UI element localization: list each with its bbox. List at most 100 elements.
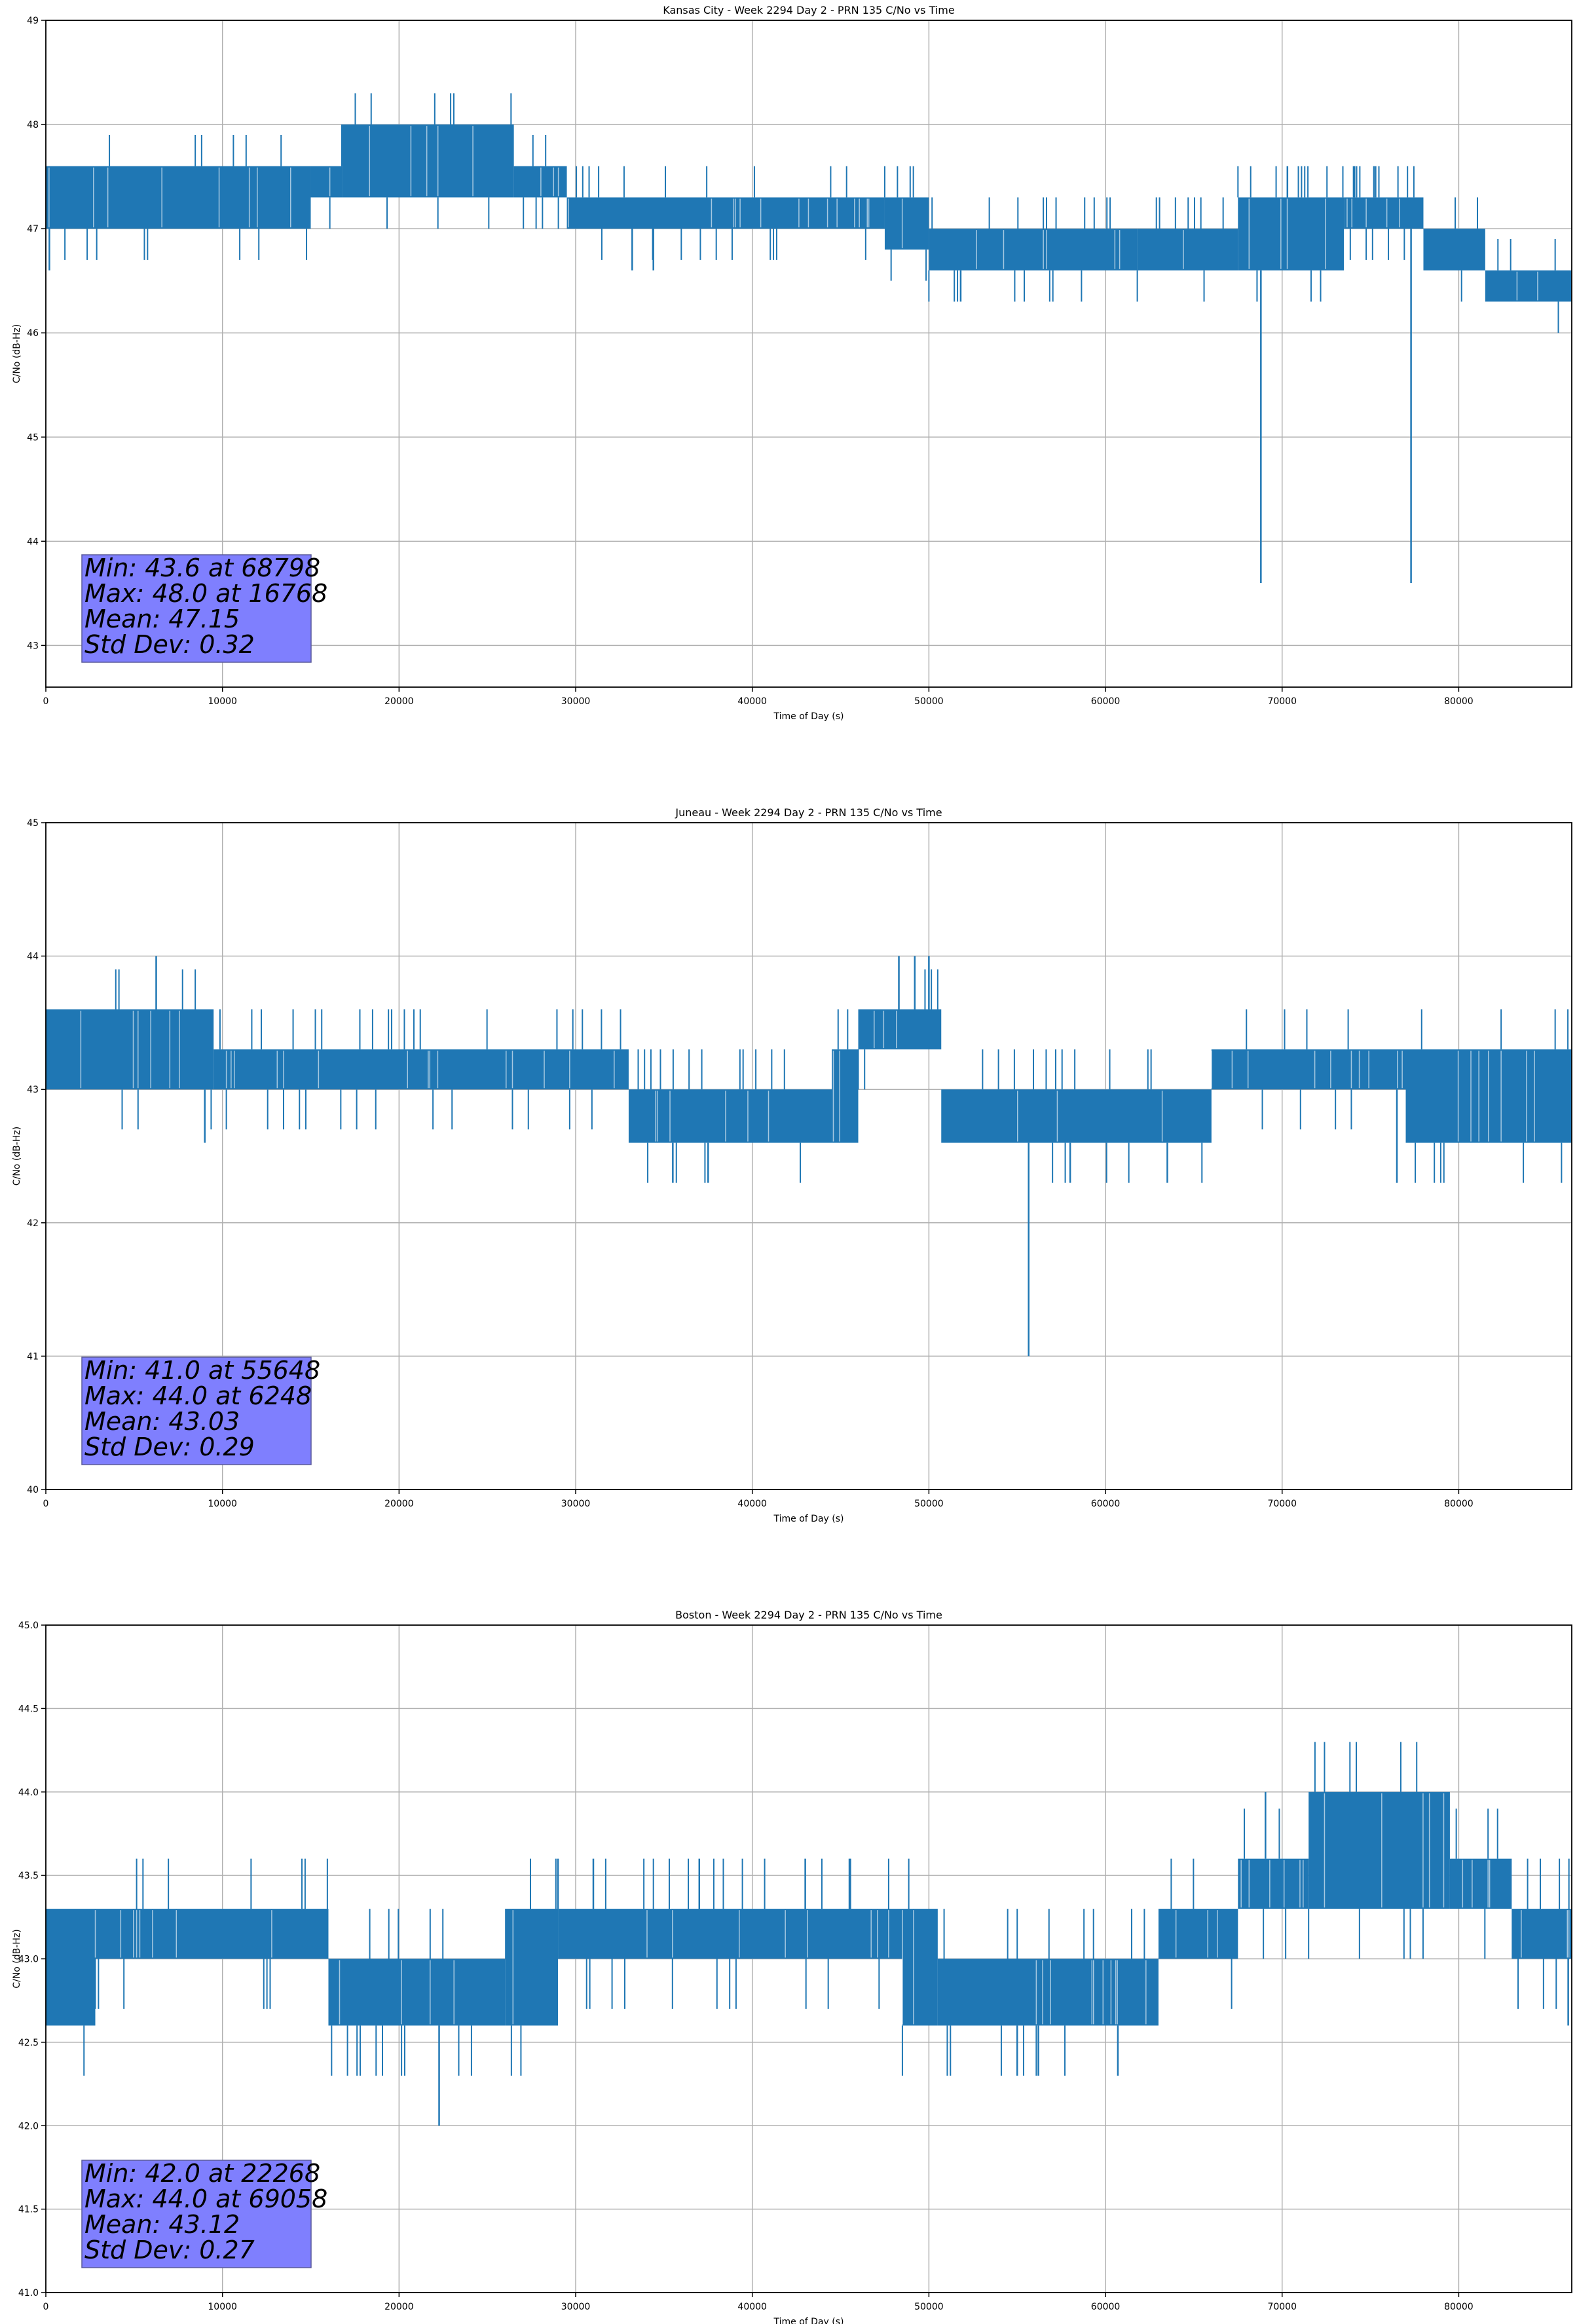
juneau-band-gaps-4 bbox=[874, 1011, 897, 1049]
juneau-band-gaps-1 bbox=[225, 1051, 615, 1089]
juneau-band-0 bbox=[46, 1009, 214, 1090]
kansas-city-stats-box bbox=[81, 554, 312, 663]
boston-band-gaps-7 bbox=[1175, 1910, 1218, 1958]
kansas-city-band-gaps-4 bbox=[568, 198, 870, 228]
juneau-band-noise-0 bbox=[115, 969, 212, 1130]
kansas-city-band-0 bbox=[46, 166, 311, 229]
boston-band-0 bbox=[46, 1909, 96, 2026]
juneau-stats-box bbox=[81, 1357, 312, 1465]
kansas-city-band-10 bbox=[1423, 229, 1485, 271]
boston-ytick-label-4: 43.0 bbox=[18, 1955, 39, 1965]
kansas-city-title: Kansas City - Week 2294 Day 2 - PRN 135 … bbox=[663, 4, 954, 16]
juneau-stats-mean: Mean: 43.03 bbox=[84, 1407, 240, 1436]
kansas-city-ylabel: C/No (dB-Hz) bbox=[12, 324, 22, 383]
boston-ytick-label-6: 44.0 bbox=[18, 1788, 39, 1798]
kansas-city-band-noise-7 bbox=[1136, 197, 1224, 302]
kansas-city-band-noise-2 bbox=[354, 93, 512, 229]
boston-xtick-label-0: 0 bbox=[43, 2302, 49, 2312]
juneau-band-6 bbox=[1211, 1049, 1406, 1090]
boston-stats-max: Max: 44.0 at 69058 bbox=[84, 2184, 327, 2213]
juneau-title: Juneau - Week 2294 Day 2 - PRN 135 C/No … bbox=[675, 806, 942, 819]
juneau-xtick-label-5: 50000 bbox=[914, 1499, 944, 1509]
boston-band-noise-1 bbox=[94, 1858, 328, 2009]
boston-band-5 bbox=[902, 1909, 938, 2026]
kansas-city-ytick-label-0: 43 bbox=[27, 641, 39, 651]
kansas-city-ytick-label-5: 48 bbox=[27, 120, 39, 130]
boston-ytick-label-2: 42.0 bbox=[18, 2121, 39, 2131]
boston-xtick-label-5: 50000 bbox=[914, 2302, 944, 2312]
boston-band-6 bbox=[937, 1959, 1159, 2026]
kansas-city-band-noise-11 bbox=[1497, 239, 1559, 333]
boston-stats-std: Std Dev: 0.27 bbox=[84, 2236, 255, 2264]
kansas-city-xtick-label-4: 40000 bbox=[737, 696, 767, 707]
boston-stats-box bbox=[81, 2160, 312, 2268]
juneau-band-noise-4 bbox=[857, 969, 938, 1090]
boston-band-noise-7 bbox=[1170, 1858, 1233, 2009]
juneau-band-noise-1 bbox=[219, 1009, 622, 1130]
boston-band-noise-5 bbox=[901, 1858, 910, 2076]
kansas-city-stats-max: Max: 48.0 at 16768 bbox=[84, 579, 327, 608]
juneau-band-gaps-7 bbox=[1457, 1051, 1535, 1142]
boston-band-gaps-4 bbox=[646, 1910, 889, 1958]
kansas-city-band-4 bbox=[566, 197, 885, 229]
kansas-city-band-2 bbox=[343, 124, 514, 198]
boston-xtick-label-1: 10000 bbox=[208, 2302, 237, 2312]
kansas-city-stats-std: Std Dev: 0.32 bbox=[84, 630, 255, 659]
boston-title: Boston - Week 2294 Day 2 - PRN 135 C/No … bbox=[675, 1609, 942, 1621]
juneau-ytick-label-4: 44 bbox=[27, 952, 39, 962]
kansas-city-band-9 bbox=[1344, 197, 1424, 229]
boston-band-gaps-11 bbox=[1521, 1910, 1570, 1958]
kansas-city-band-gaps-0 bbox=[48, 167, 291, 228]
boston-band-gaps-1 bbox=[94, 1910, 272, 1958]
boston-band-2 bbox=[328, 1959, 506, 2026]
juneau-xtick-label-4: 40000 bbox=[737, 1499, 767, 1509]
juneau-ylabel: C/No (dB-Hz) bbox=[12, 1127, 22, 1186]
juneau-chart: 0 10000 20000 30000 40000 50000 60000 70000 8000… bbox=[12, 806, 1572, 1524]
juneau-band-gaps-2 bbox=[655, 1091, 770, 1142]
kansas-city-band-8 bbox=[1238, 197, 1345, 271]
boston-band-9 bbox=[1308, 1791, 1450, 1909]
boston-ytick-label-1: 41.5 bbox=[18, 2205, 39, 2215]
kansas-city-band-3 bbox=[513, 166, 567, 198]
juneau-stats-max: Max: 44.0 at 6248 bbox=[84, 1381, 312, 1410]
kansas-city-band-noise-0 bbox=[64, 134, 308, 260]
juneau-band-gaps-0 bbox=[80, 1011, 180, 1089]
juneau-ytick-label-3: 43 bbox=[27, 1085, 39, 1095]
boston-band-noise-2 bbox=[331, 1909, 472, 2076]
juneau-xtick-label-2: 20000 bbox=[384, 1499, 414, 1509]
boston-band-noise-8 bbox=[1244, 1809, 1287, 1959]
boston-band-gaps-2 bbox=[339, 1960, 455, 2025]
boston-xtick-label-4: 40000 bbox=[737, 2302, 767, 2312]
kansas-city-stats-min: Min: 43.6 at 68798 bbox=[84, 553, 320, 582]
juneau-band-1 bbox=[213, 1049, 629, 1090]
kansas-city-band-6 bbox=[929, 229, 1138, 271]
juneau-ytick-label-1: 41 bbox=[27, 1351, 39, 1362]
kansas-city-band-noise-10 bbox=[1455, 197, 1478, 302]
kansas-city-band-gaps-9 bbox=[1346, 198, 1400, 228]
boston-band-10 bbox=[1449, 1858, 1512, 1909]
kansas-city-band-gaps-11 bbox=[1516, 271, 1538, 301]
juneau-ytick-label-2: 42 bbox=[27, 1218, 39, 1229]
kansas-city-ytick-label-2: 45 bbox=[27, 432, 39, 443]
juneau-band-noise-5 bbox=[982, 1049, 1203, 1183]
juneau-band-noise-3 bbox=[837, 1009, 849, 1050]
juneau-band-gaps-6 bbox=[1211, 1051, 1403, 1089]
juneau-band-noise-6 bbox=[1246, 1009, 1352, 1130]
kansas-city-band-11 bbox=[1485, 270, 1572, 302]
boston-band-gaps-6 bbox=[1035, 1960, 1147, 2025]
boston-xtick-label-8: 80000 bbox=[1444, 2302, 1474, 2312]
juneau-band-noise-7 bbox=[1415, 1009, 1569, 1183]
kansas-city-band-noise-6 bbox=[928, 197, 1111, 302]
kansas-city-band-7 bbox=[1137, 229, 1238, 271]
kansas-city-xtick-label-5: 50000 bbox=[914, 696, 944, 707]
kansas-city-band-noise-8 bbox=[1237, 166, 1344, 302]
kansas-city-band-gaps-2 bbox=[369, 126, 473, 197]
boston-band-gaps-8 bbox=[1240, 1860, 1304, 1908]
juneau-stats-min: Min: 41.0 at 55648 bbox=[84, 1356, 320, 1385]
kansas-city-ytick-label-6: 49 bbox=[27, 16, 39, 26]
juneau-xlabel: Time of Day (s) bbox=[773, 1514, 844, 1524]
juneau-xtick-label-6: 60000 bbox=[1091, 1499, 1121, 1509]
boston-stats-min: Min: 42.0 at 22268 bbox=[84, 2159, 320, 2188]
boston-xtick-label-2: 20000 bbox=[384, 2302, 414, 2312]
juneau-axes-frame bbox=[45, 822, 1572, 1490]
